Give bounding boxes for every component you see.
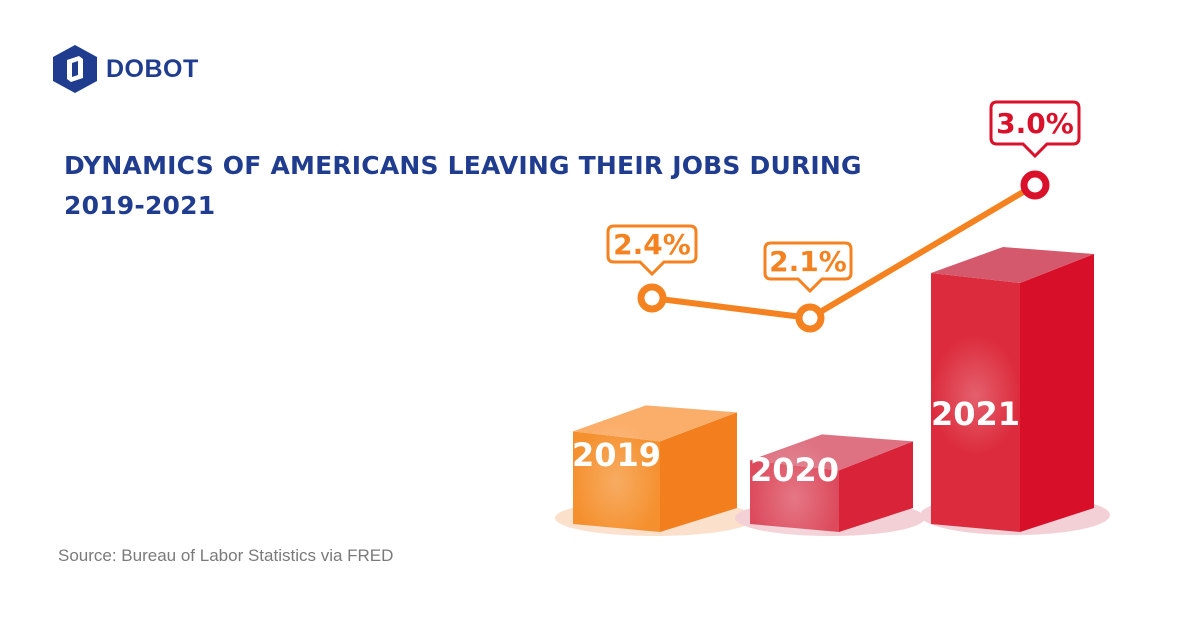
bar-side-2020 (839, 441, 913, 532)
bar-label-2019: 2019 (572, 436, 661, 474)
dobot-logo: DOBOT (52, 44, 199, 94)
dobot-hexagon-icon (53, 45, 97, 93)
bar-side-2019 (660, 412, 737, 532)
value-label-2020: 2.1% (769, 245, 847, 278)
point-marker-2021 (1020, 170, 1050, 200)
value-label-2019: 2.4% (613, 228, 691, 261)
bar-top-2021 (931, 247, 1094, 283)
source-note: Source: Bureau of Labor Statistics via F… (58, 546, 394, 565)
point-marker-2020 (795, 303, 825, 333)
bar-glow-2020 (749, 438, 840, 559)
point-marker-2019 (637, 283, 667, 313)
value-callout-2019 (606, 224, 698, 277)
bar-side-2021 (1020, 254, 1094, 532)
bar-glow-2021 (930, 335, 1021, 456)
chart-title: DYNAMICS OF AMERICANS LEAVING THEIR JOBS… (64, 151, 862, 220)
bar-label-2021: 2021 (931, 395, 1020, 433)
bar-label-2020: 2020 (750, 451, 839, 489)
value-label-2021: 3.0% (996, 107, 1074, 140)
brand-name: DOBOT (106, 54, 199, 83)
value-callout-2021 (989, 100, 1081, 159)
value-callout-2020 (763, 241, 853, 294)
bar-glow-2019 (571, 422, 662, 543)
